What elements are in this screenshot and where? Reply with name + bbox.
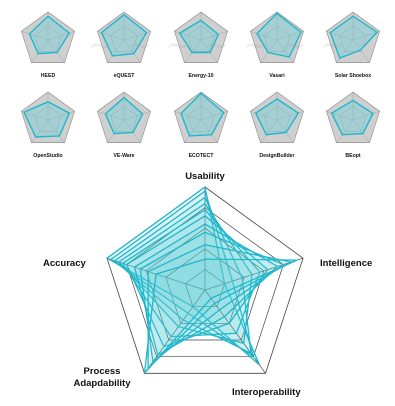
small-radar-spoke — [276, 119, 294, 143]
small-radar-label: Energy-10 — [188, 73, 213, 79]
small-radar-spoke — [47, 39, 65, 63]
small-radar-label: Vasari — [269, 73, 285, 79]
small-radar-spoke — [31, 39, 49, 63]
small-radar-series — [254, 98, 300, 136]
watermark: ~ ~ ~ ~ ~ ~ ~ — [88, 28, 348, 63]
radar-series — [109, 190, 255, 359]
small-radar-series — [330, 99, 374, 136]
small-radar-spoke — [174, 111, 202, 121]
small-radar-spoke — [200, 31, 228, 41]
small-radar-series — [180, 92, 225, 137]
axis-label: Intelligence — [320, 258, 372, 269]
radar-series — [147, 244, 294, 370]
small-radar-spoke — [260, 39, 278, 63]
radar-grid-ring — [126, 207, 284, 358]
small-radar-grid — [110, 25, 138, 52]
small-radar-spoke — [200, 39, 218, 63]
small-radar-spoke — [352, 39, 370, 63]
small-radar-label: DesignBuilder — [259, 153, 294, 159]
radar-grid-ring — [184, 268, 226, 308]
small-radar-spoke — [352, 119, 370, 143]
radar-spoke — [144, 289, 206, 374]
radar-series — [125, 214, 269, 348]
small-radar-spoke — [123, 119, 141, 143]
small-radar-spoke — [326, 111, 354, 121]
small-radar-grid — [339, 25, 367, 52]
small-radar-spoke — [336, 119, 354, 143]
axis-label: Interoperability — [232, 387, 301, 398]
small-radar-spoke — [336, 39, 354, 63]
small-radar-spoke — [107, 119, 125, 143]
small-radar-spoke — [250, 111, 278, 121]
small-radar-grid — [187, 25, 215, 52]
small-radar-spoke — [47, 119, 65, 143]
small-radar-spoke — [123, 111, 151, 121]
small-radar-spoke — [250, 31, 278, 41]
small-radar-spoke — [107, 39, 125, 63]
small-radar-spoke — [31, 119, 49, 143]
small-radar-spoke — [352, 111, 380, 121]
small-radar-spoke — [123, 39, 141, 63]
small-radar-spoke — [21, 111, 49, 121]
small-radar-series — [23, 101, 71, 138]
small-radar-spoke — [200, 119, 218, 143]
small-radar-series — [100, 13, 148, 57]
small-radar-spoke — [184, 39, 202, 63]
radar-series — [105, 185, 261, 366]
radar-grid-ring — [145, 227, 265, 341]
small-radar-spoke — [276, 111, 304, 121]
small-radar-spoke — [352, 31, 380, 41]
small-radar-label: VE-Ware — [113, 153, 134, 159]
small-radar-label: BEopt — [345, 153, 361, 159]
small-radar-series — [28, 15, 71, 55]
small-radar-spoke — [276, 31, 304, 41]
small-radar-grid — [263, 25, 291, 52]
axis-label: Adapdability — [73, 378, 131, 389]
small-radar-label: eQUEST — [114, 73, 136, 79]
small-radar-label: ECOTECT — [189, 153, 215, 159]
radar-spoke — [204, 289, 266, 374]
small-radar-series — [178, 19, 220, 54]
small-radar-grid — [263, 105, 291, 132]
small-radar-spoke — [184, 119, 202, 143]
small-radar-label: HEED — [41, 73, 56, 79]
small-radar-series — [329, 15, 379, 60]
axis-label: Accuracy — [43, 258, 86, 269]
small-radar-grid — [339, 105, 367, 132]
small-radar-spoke — [21, 31, 49, 41]
radar-series — [139, 231, 285, 363]
small-radar-series — [104, 96, 144, 135]
small-radar-label: OpenStudio — [33, 153, 62, 159]
axis-label: Usability — [185, 171, 225, 182]
small-radar-spoke — [47, 111, 75, 121]
axis-label: Process — [84, 366, 121, 377]
small-radar-grid — [187, 105, 215, 132]
small-radar-spoke — [174, 31, 202, 41]
small-radar-grid — [34, 105, 62, 132]
small-radar-spoke — [260, 119, 278, 143]
small-radar-spoke — [97, 111, 125, 121]
small-radar-spoke — [276, 39, 294, 63]
small-radar-spoke — [47, 31, 75, 41]
small-radar-grid — [110, 105, 138, 132]
radar-series — [143, 258, 298, 376]
small-radar-series — [256, 12, 302, 58]
small-radar-grid — [34, 25, 62, 52]
radar-spoke — [204, 257, 304, 291]
radar-grid-ring — [165, 248, 245, 324]
small-radar-label: Solar Shoebox — [335, 73, 371, 79]
